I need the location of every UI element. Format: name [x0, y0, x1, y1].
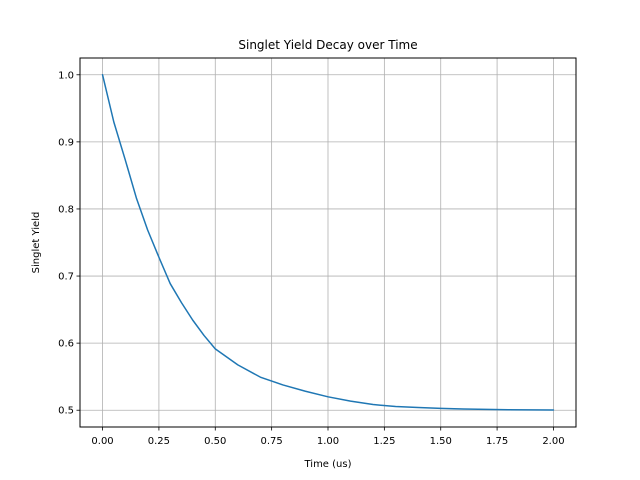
y-tick-label: 1.0	[58, 70, 74, 81]
grid	[80, 58, 576, 427]
y-tick-label: 0.6	[58, 339, 74, 350]
series-layer	[101, 74, 555, 411]
x-tick-label: 0.00	[91, 436, 113, 447]
chart-title: Singlet Yield Decay over Time	[238, 38, 417, 52]
x-tick-label: 1.25	[373, 436, 395, 447]
x-tick-label: 2.00	[542, 436, 564, 447]
x-tick-label: 1.50	[430, 436, 452, 447]
x-tick-label: 1.75	[486, 436, 508, 447]
y-tick-label: 0.8	[58, 204, 74, 215]
y-axis: 0.5 0.6 0.7 0.8 0.9 1.0	[58, 70, 80, 417]
x-tick-label: 0.25	[148, 436, 170, 447]
x-tick-label: 1.00	[317, 436, 339, 447]
x-axis-label: Time (us)	[303, 459, 351, 470]
series-line	[101, 74, 555, 411]
x-tick-label: 0.50	[204, 436, 226, 447]
y-axis-label: Singlet Yield	[31, 212, 42, 274]
y-tick-label: 0.5	[58, 406, 74, 417]
y-tick-label: 0.7	[58, 272, 74, 283]
x-axis: 0.00 0.25 0.50 0.75 1.00 1.25 1.50 1.75 2.00	[91, 427, 565, 447]
y-tick-label: 0.9	[58, 137, 74, 148]
x-tick-label: 0.75	[261, 436, 283, 447]
